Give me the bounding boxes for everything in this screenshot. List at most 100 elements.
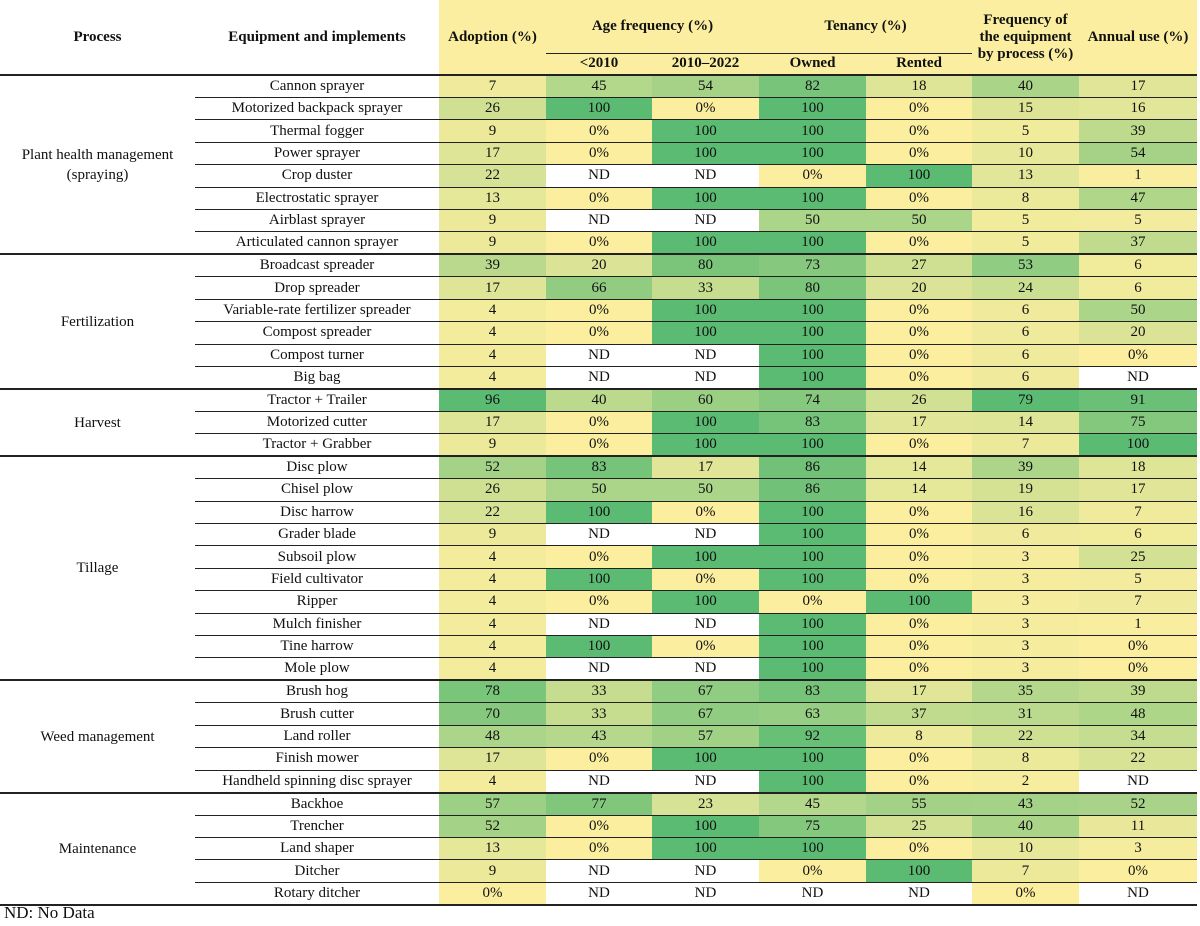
header-age-2010-2022: 2010–2022	[652, 52, 759, 76]
frequency-by-process-cell: 5	[972, 209, 1079, 233]
equipment-cell: Electrostatic sprayer	[195, 187, 439, 210]
table-row: Crop duster 22 ND ND 0% 100 13 1	[0, 164, 1197, 188]
frequency-by-process-cell: 22	[972, 725, 1079, 749]
table-row: Mulch finisher 4 ND ND 100 0% 3 1	[0, 613, 1197, 637]
annual-use-cell: 100	[1079, 433, 1197, 458]
frequency-by-process-cell: 3	[972, 657, 1079, 682]
equipment-cell: Trencher	[195, 815, 439, 838]
frequency-by-process-cell: 6	[972, 523, 1079, 547]
adoption-cell: 17	[439, 747, 546, 771]
table-row: Tractor + Grabber 9 0% 100 100 0% 7 100	[0, 433, 1197, 458]
age-before-2010-cell: ND	[546, 657, 652, 682]
equipment-table: Process Equipment and implements Adoptio…	[0, 0, 1197, 906]
frequency-by-process-cell: 8	[972, 747, 1079, 771]
frequency-by-process-cell: 0%	[972, 882, 1079, 906]
adoption-cell: 70	[439, 702, 546, 726]
adoption-cell: 57	[439, 792, 546, 816]
frequency-by-process-cell: 6	[972, 299, 1079, 323]
age-2010-2022-cell: 100	[652, 411, 759, 435]
frequency-by-process-cell: 8	[972, 187, 1079, 210]
age-2010-2022-cell: 100	[652, 747, 759, 771]
table-row: Airblast sprayer 9 ND ND 50 50 5 5	[0, 209, 1197, 233]
age-before-2010-cell: 0%	[546, 299, 652, 323]
owned-cell: 100	[759, 344, 866, 367]
adoption-cell: 17	[439, 142, 546, 166]
owned-cell: 80	[759, 276, 866, 300]
table-row: Maintenance Backhoe 57 77 23 45 55 43 52	[0, 792, 1197, 906]
owned-cell: 100	[759, 657, 866, 682]
frequency-by-process-cell: 10	[972, 142, 1079, 166]
age-before-2010-cell: 0%	[546, 321, 652, 345]
table-row: Subsoil plow 4 0% 100 100 0% 3 25	[0, 545, 1197, 569]
table-row: Handheld spinning disc sprayer 4 ND ND 100 0%…	[0, 770, 1197, 794]
annual-use-cell: 6	[1079, 254, 1197, 278]
process-cell: Weed management	[0, 680, 195, 794]
rented-cell: 100	[866, 590, 972, 614]
age-2010-2022-cell: 100	[652, 142, 759, 166]
table-row: Compost turner 4 ND ND 100 0% 6 0%	[0, 344, 1197, 367]
annual-use-cell: 34	[1079, 725, 1197, 749]
frequency-by-process-cell: 7	[972, 433, 1079, 458]
age-before-2010-cell: 40	[546, 388, 652, 412]
adoption-cell: 4	[439, 590, 546, 614]
frequency-by-process-cell: 6	[972, 366, 1079, 390]
adoption-cell: 17	[439, 276, 546, 300]
process-cell: Plant health management (spraying)	[0, 75, 195, 256]
equipment-cell: Thermal fogger	[195, 119, 439, 143]
header-tenancy: Tenancy (%)	[759, 0, 972, 53]
rented-cell: 14	[866, 478, 972, 502]
age-before-2010-cell: ND	[546, 366, 652, 390]
frequency-by-process-cell: 19	[972, 478, 1079, 502]
frequency-by-process-cell: 13	[972, 164, 1079, 188]
owned-cell: 100	[759, 321, 866, 345]
header-adoption: Adoption (%)	[439, 0, 546, 76]
annual-use-cell: 75	[1079, 411, 1197, 435]
rented-cell: 0%	[866, 433, 972, 458]
annual-use-cell: ND	[1079, 770, 1197, 794]
header-annual-use: Annual use (%)	[1079, 0, 1197, 76]
annual-use-cell: ND	[1079, 882, 1197, 906]
table-header: Process Equipment and implements Adoptio…	[0, 0, 1197, 76]
adoption-cell: 9	[439, 209, 546, 233]
frequency-by-process-cell: 79	[972, 388, 1079, 412]
rented-cell: 0%	[866, 523, 972, 547]
adoption-cell: 26	[439, 97, 546, 121]
owned-cell: 100	[759, 231, 866, 256]
owned-cell: 86	[759, 478, 866, 502]
frequency-by-process-cell: 3	[972, 635, 1079, 659]
rented-cell: 8	[866, 725, 972, 749]
rented-cell: 50	[866, 209, 972, 233]
frequency-by-process-cell: 6	[972, 344, 1079, 367]
owned-cell: 50	[759, 209, 866, 233]
owned-cell: 92	[759, 725, 866, 749]
table-row: Trencher 52 0% 100 75 25 40 11	[0, 815, 1197, 838]
owned-cell: 0%	[759, 590, 866, 614]
equipment-cell: Power sprayer	[195, 142, 439, 166]
table-row: Rotary ditcher 0% ND ND ND ND 0% ND	[0, 882, 1197, 906]
age-2010-2022-cell: ND	[652, 657, 759, 682]
rented-cell: 0%	[866, 635, 972, 659]
table-row: Ripper 4 0% 100 0% 100 3 7	[0, 590, 1197, 614]
table-row: Big bag 4 ND ND 100 0% 6 ND	[0, 366, 1197, 390]
age-before-2010-cell: 0%	[546, 231, 652, 256]
equipment-cell: Land shaper	[195, 837, 439, 861]
age-before-2010-cell: 33	[546, 702, 652, 726]
owned-cell: 0%	[759, 164, 866, 188]
annual-use-cell: 1	[1079, 164, 1197, 188]
equipment-cell: Ditcher	[195, 859, 439, 883]
rented-cell: 0%	[866, 501, 972, 525]
rented-cell: 37	[866, 702, 972, 726]
rented-cell: 0%	[866, 366, 972, 390]
owned-cell: 63	[759, 702, 866, 726]
adoption-cell: 78	[439, 680, 546, 704]
owned-cell: 100	[759, 770, 866, 794]
age-before-2010-cell: 100	[546, 97, 652, 121]
table-row: Land roller 48 43 57 92 8 22 34	[0, 725, 1197, 749]
frequency-by-process-cell: 53	[972, 254, 1079, 278]
age-2010-2022-cell: 80	[652, 254, 759, 278]
frequency-by-process-cell: 24	[972, 276, 1079, 300]
annual-use-cell: 91	[1079, 388, 1197, 412]
rented-cell: 0%	[866, 187, 972, 210]
frequency-by-process-cell: 5	[972, 119, 1079, 143]
age-before-2010-cell: ND	[546, 209, 652, 233]
